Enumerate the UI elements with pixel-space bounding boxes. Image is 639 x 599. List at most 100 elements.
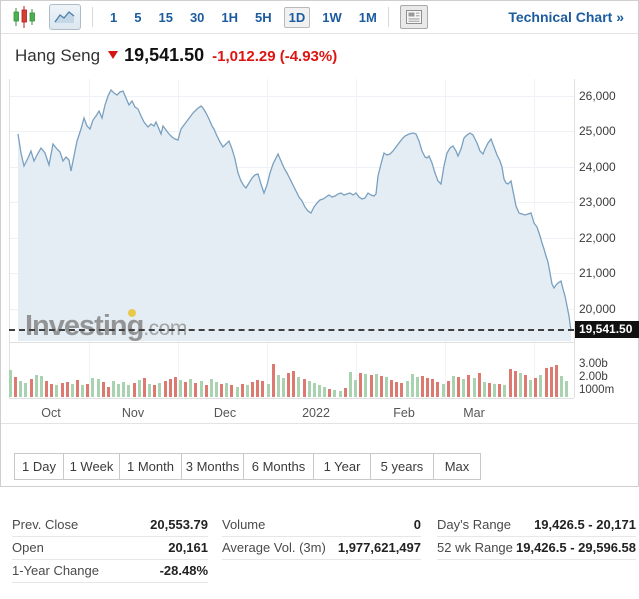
timeframe-1m[interactable]: 1M	[358, 9, 377, 25]
stat-label: Day's Range	[437, 517, 512, 532]
volume-bar	[410, 374, 414, 397]
volume-bar	[415, 377, 419, 397]
volume-bar	[554, 365, 558, 397]
volume-bar	[271, 364, 275, 397]
volume-bar	[359, 373, 363, 397]
volume-bar	[544, 368, 548, 397]
period-button-1-year[interactable]: 1 Year	[313, 453, 371, 480]
y-axis-label: 24,000	[579, 160, 616, 174]
period-button-6-months[interactable]: 6 Months	[243, 453, 314, 480]
x-axis-label-mar: Mar	[463, 406, 485, 420]
volume-bar	[323, 387, 327, 397]
stats-col-3: Day's Range 19,426.5 - 20,171 52 wk Range 1…	[437, 514, 636, 560]
volume-bar	[101, 382, 105, 397]
y-axis-label: 25,000	[579, 124, 616, 138]
volume-bar	[153, 385, 157, 397]
period-button-1-month[interactable]: 1 Month	[119, 453, 182, 480]
timeframe-group: 1 5 15 30 1H 5H 1D 1W 1M	[110, 6, 377, 28]
volume-bar	[189, 379, 193, 397]
volume-bar	[560, 376, 564, 397]
period-button-3-months[interactable]: 3 Months	[181, 453, 244, 480]
candlestick-chart-button[interactable]	[11, 5, 37, 29]
news-panel-button[interactable]	[399, 5, 428, 29]
period-button-max[interactable]: Max	[433, 453, 481, 480]
timeframe-1d[interactable]: 1D	[283, 6, 311, 28]
last-price-dashed-line	[9, 329, 574, 331]
timeframe-5[interactable]: 5	[134, 9, 142, 25]
stat-label: Average Vol. (3m)	[222, 540, 326, 555]
volume-bar	[178, 380, 182, 397]
volume-bar	[281, 378, 285, 397]
volume-bar	[508, 369, 512, 397]
volume-bar	[70, 384, 74, 397]
period-button-1-week[interactable]: 1 Week	[63, 453, 120, 480]
volume-bar	[158, 383, 162, 397]
price-line-svg	[17, 88, 572, 341]
volume-bar	[168, 379, 172, 397]
volume-bar	[318, 385, 321, 397]
volume-bar	[333, 390, 337, 397]
stat-row: 52 wk Range 19,426.5 - 29,596.58	[437, 537, 636, 560]
volume-bar	[127, 385, 131, 397]
stat-value: 0	[413, 517, 421, 532]
timeframe-1[interactable]: 1	[110, 9, 118, 25]
volume-bar	[374, 374, 378, 397]
volume-bar	[549, 367, 553, 397]
volume-bar	[467, 375, 471, 397]
timeframe-1h[interactable]: 1H	[221, 9, 239, 25]
volume-bar	[261, 381, 265, 397]
plot-right-border	[574, 79, 575, 398]
technical-chart-link[interactable]: Technical Chart »	[508, 9, 624, 25]
timeframe-5h[interactable]: 5H	[255, 9, 272, 25]
stat-row: Volume 0	[222, 514, 421, 537]
y-axis-label: 26,000	[579, 89, 616, 103]
volume-bar	[96, 379, 100, 397]
volume-bar	[225, 383, 229, 397]
volume-bar	[534, 378, 538, 397]
h-gridline	[9, 96, 574, 97]
volume-bar	[199, 381, 203, 397]
volume-bar	[50, 384, 54, 397]
volume-bar	[132, 383, 136, 397]
volume-bar	[462, 379, 466, 397]
volume-bar	[230, 385, 234, 397]
news-panel-icon	[405, 10, 422, 24]
area-chart-icon	[54, 11, 75, 23]
period-button-5-years[interactable]: 5 years	[370, 453, 434, 480]
toolbar-separator	[387, 7, 389, 27]
timeframe-1w[interactable]: 1W	[322, 9, 342, 25]
instrument-name: Hang Seng	[15, 46, 101, 65]
chart-area[interactable]: Investing.com 26,000 25,000 24,000 23,000 22…	[1, 76, 639, 424]
volume-bar	[60, 383, 64, 397]
stat-label: Open	[12, 540, 44, 555]
volume-bar	[565, 381, 569, 397]
pane-divider	[9, 342, 574, 343]
volume-bar	[266, 384, 270, 397]
volume-bar	[235, 387, 239, 397]
timeframe-30[interactable]: 30	[189, 9, 205, 25]
stat-value: 1,977,621,497	[337, 540, 421, 555]
volume-bar	[75, 380, 79, 397]
period-button-1-day[interactable]: 1 Day	[14, 453, 64, 480]
volume-bar	[513, 371, 517, 397]
x-axis-label-feb: Feb	[393, 406, 415, 420]
stat-row: 1-Year Change -28.48%	[12, 560, 208, 583]
y-axis-label: 23,000	[579, 195, 616, 209]
volume-bar	[302, 379, 306, 397]
last-price: 19,541.50	[124, 45, 205, 65]
volume-bar	[451, 376, 455, 397]
stats-col-2: Volume 0 Average Vol. (3m) 1,977,621,497	[222, 514, 421, 560]
volume-bar	[487, 383, 491, 397]
volume-bar	[204, 385, 208, 397]
volume-bar	[518, 373, 522, 397]
volume-bar	[9, 370, 12, 397]
volume-bar	[364, 374, 368, 397]
volume-bar	[148, 384, 152, 397]
timeframe-15[interactable]: 15	[158, 9, 173, 25]
volume-bar	[539, 375, 543, 397]
x-axis-line	[9, 398, 574, 399]
volume-bar	[524, 375, 527, 397]
area-chart-button[interactable]	[49, 4, 81, 30]
volume-bar	[245, 385, 249, 397]
candlestick-icon	[13, 6, 35, 28]
